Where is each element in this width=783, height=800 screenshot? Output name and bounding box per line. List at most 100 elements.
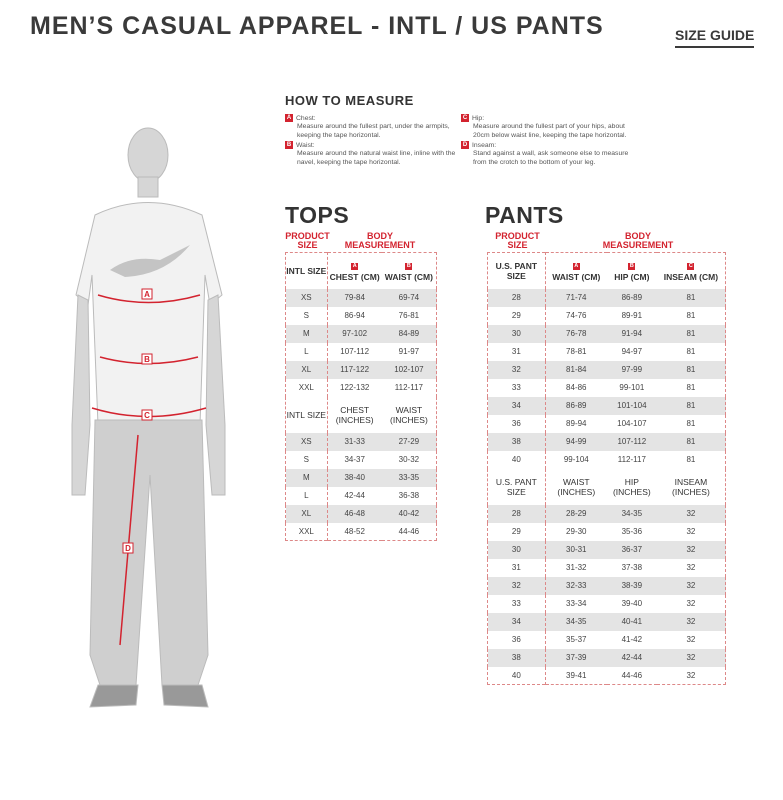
table-cell: M (285, 324, 328, 343)
marker-d: D (125, 544, 131, 553)
table-cell: 32-33 (545, 576, 607, 595)
table-cell: 86-94 (344, 311, 365, 320)
table-cell: 34-35 (606, 504, 657, 523)
table-row: 38 37-39 42-44 32 (487, 648, 726, 667)
tops-body-measurement: BODY MEASUREMENT (344, 231, 416, 250)
table-row: 33 84-86 99-101 81 (487, 378, 726, 397)
table-cell: 112-117 (617, 455, 646, 464)
header-text: U.S. PANT SIZE (495, 260, 538, 281)
table-cell: 104-107 (617, 419, 647, 428)
table-row: 30 76-78 91-94 81 (487, 324, 726, 343)
table-row: 28 28-29 34-35 32 (487, 504, 726, 523)
table-cell: 84-86 (566, 383, 587, 392)
column-header: U.S. PANT SIZE (487, 252, 546, 289)
table-cell: 97-102 (327, 324, 382, 343)
table-cell: 81 (656, 360, 726, 379)
table-cell: 28-29 (545, 504, 607, 523)
table-cell: 42-44 (606, 648, 657, 667)
table-row: M 38-40 33-35 (285, 468, 437, 487)
table-row: L 42-44 36-38 (285, 486, 437, 505)
table-cell: XL (285, 504, 328, 523)
badge-c: C (461, 114, 469, 122)
header-text: INSEAM (CM) (663, 272, 719, 283)
table-cell: 31-32 (566, 563, 587, 572)
table-cell: 86-89 (606, 288, 657, 307)
column-header: CHEST (INCHES) (327, 397, 382, 433)
table-cell: 39-41 (566, 670, 587, 680)
header-text: CHEST (INCHES) (335, 404, 374, 425)
table-cell: 97-99 (606, 360, 657, 379)
table-cell: 86-89 (545, 396, 607, 415)
table-row: XS 31-33 27-29 (285, 432, 437, 451)
table-cell: 94-99 (545, 432, 607, 451)
table-cell: 78-81 (566, 347, 587, 356)
table-cell: 76-78 (545, 324, 607, 343)
table-cell: 37-39 (545, 648, 607, 667)
table-cell: 42-44 (344, 491, 365, 500)
table-cell: 35-37 (566, 635, 587, 644)
table-cell: 81 (686, 311, 696, 320)
table-cell: 32 (656, 540, 726, 559)
table-cell: 39-40 (621, 599, 643, 608)
pants-body-measurement: BODY MEASUREMENT (602, 231, 674, 250)
table-cell: 89-91 (621, 311, 643, 320)
table-cell: 76-81 (398, 311, 420, 320)
waist-text: Measure around the natural waist line, i… (297, 149, 456, 166)
table-cell: 107-112 (606, 432, 657, 451)
table-row: 32 32-33 38-39 32 (487, 576, 726, 595)
header-row: INTL SIZE CHEST (INCHES) WAIST (INCHES) (285, 396, 437, 433)
header-text: INTL SIZE (286, 409, 326, 420)
model-figure: A B C D (71, 127, 226, 708)
column-header: WAIST (INCHES) (382, 397, 437, 433)
measure-badge: A (351, 263, 359, 271)
table-cell: 99-104 (563, 455, 589, 464)
table-cell: M (285, 468, 328, 487)
table-cell: 81 (686, 419, 696, 428)
tops-table: INTL SIZE A CHEST (CM) B WAIST (CM) XS 79-84 69… (285, 252, 437, 541)
table-cell: 38 (487, 432, 546, 451)
measure-col-2: C Hip: Measure around the fullest part of… (461, 114, 641, 167)
table-cell: 34 (487, 612, 546, 631)
table-cell: 34 (487, 396, 546, 415)
table-cell: 34-37 (344, 455, 365, 464)
table-cell: 84-89 (381, 324, 437, 343)
pants-heading: PANTS (485, 202, 564, 228)
table-row: 40 39-41 44-46 32 (487, 666, 726, 685)
table-cell: 36 (487, 414, 546, 433)
pants-table: U.S. PANT SIZE A WAIST (CM) B HIP (CM) C INSEA… (487, 252, 726, 685)
header-text: WAIST (INCHES) (390, 404, 428, 425)
table-cell: 40 (487, 666, 546, 685)
table-cell: 27-29 (381, 432, 437, 451)
table-row: XL 46-48 40-42 (285, 504, 437, 523)
table-cell: XXL (285, 522, 328, 541)
table-cell: 37-38 (621, 563, 643, 572)
column-header: B HIP (CM) (607, 253, 657, 289)
table-row: 31 31-32 37-38 32 (487, 558, 726, 577)
table-row: XL 117-122 102-107 (285, 360, 437, 379)
hip-text: Measure around the fullest part of your … (473, 123, 627, 139)
inseam-text: Stand against a wall, ask someone else t… (473, 149, 629, 166)
table-cell: 101-104 (606, 396, 657, 415)
table-row: 28 71-74 86-89 81 (487, 288, 726, 307)
table-cell: 28 (487, 504, 546, 523)
table-cell: 38 (487, 648, 546, 667)
table-cell: 46-48 (327, 504, 382, 523)
table-row: M 97-102 84-89 (285, 324, 437, 343)
table-row: XS 79-84 69-74 (285, 288, 437, 307)
table-cell: XS (285, 288, 328, 307)
table-cell: S (285, 306, 328, 325)
table-cell: 81 (656, 432, 726, 451)
table-cell: 32 (656, 648, 726, 667)
table-row: 31 78-81 94-97 81 (487, 342, 726, 361)
table-cell: 32 (686, 527, 696, 536)
header-row: INTL SIZE A CHEST (CM) B WAIST (CM) (285, 252, 437, 289)
header-text: HIP (CM) (614, 272, 650, 283)
page-title: MEN’S CASUAL APPAREL - INTL / US PANTS (30, 12, 604, 40)
inseam-label: Inseam: (472, 141, 497, 149)
column-header: INSEAM (INCHES) (657, 469, 726, 505)
table-cell: 30-32 (398, 455, 420, 464)
table-row: XXL 48-52 44-46 (285, 522, 437, 541)
table-cell: 33 (487, 594, 546, 613)
badge-a: A (285, 114, 293, 122)
badge-b: B (285, 140, 293, 149)
